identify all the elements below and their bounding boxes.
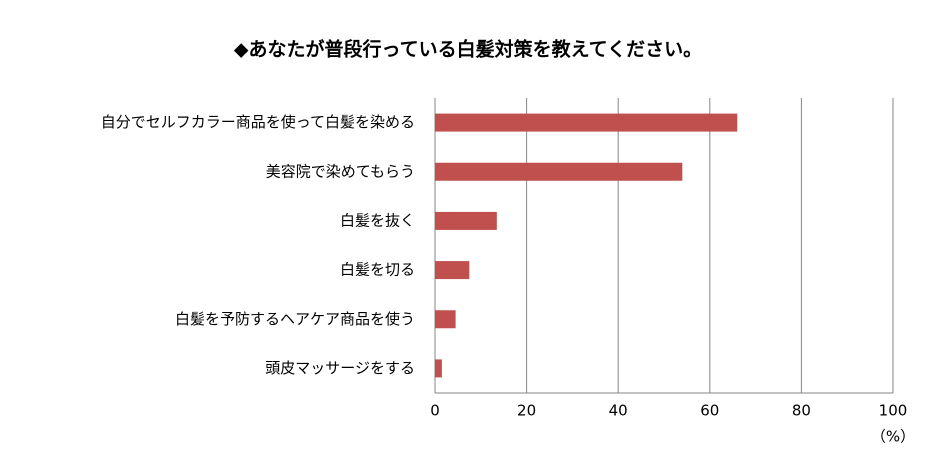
y-tick-label: 頭皮マッサージをする — [265, 359, 415, 377]
x-tick-label: 40 — [609, 402, 628, 420]
x-tick-label: 20 — [517, 402, 536, 420]
y-tick-label: 白髪を切る — [340, 261, 415, 279]
bar — [435, 211, 497, 230]
y-tick-label: 美容院で染めてもらう — [266, 162, 415, 180]
chart-title: ◆あなたが普段行っている白髪対策を教えてください。 — [234, 38, 702, 61]
bar — [435, 162, 683, 181]
x-tick-label: 60 — [700, 402, 719, 420]
y-tick-label: 自分でセルフカラー商品を使って白髪を染める — [101, 113, 415, 131]
y-tick-label: 白髪を抜く — [340, 211, 415, 229]
x-axis-label: （%） — [871, 428, 915, 446]
bar — [435, 113, 738, 132]
x-tick-label: 100 — [879, 402, 908, 420]
bar — [435, 310, 456, 329]
bar — [435, 359, 442, 378]
x-tick-label: 80 — [792, 402, 811, 420]
x-tick-label: 0 — [430, 402, 440, 420]
bar — [435, 261, 470, 280]
y-tick-label: 白髪を予防するヘアケア商品を使う — [175, 310, 415, 328]
